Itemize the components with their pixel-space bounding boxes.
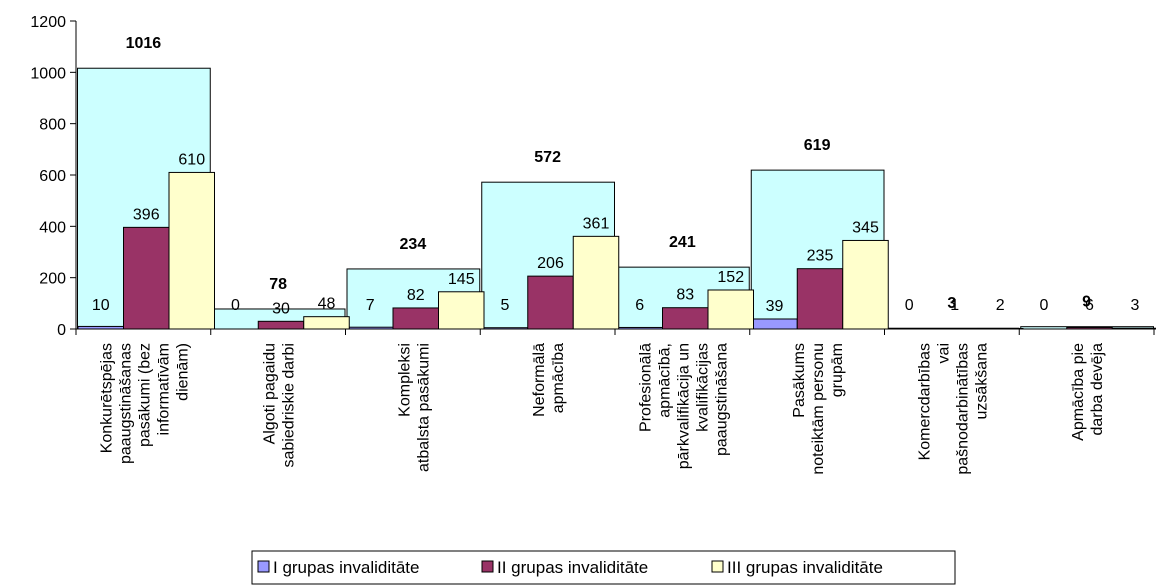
value-label: 235 (807, 248, 834, 265)
category-label: Komercdarbības vai pašnodarbinātības uzsākš… (916, 343, 990, 475)
category-label: Konkurētspējas paaugstināšanas pasākumi (b… (98, 343, 191, 464)
value-label: 6 (1085, 297, 1094, 314)
category-label: Pasākums noteiktām personu grupām (791, 343, 846, 475)
bar-2 (796, 268, 844, 330)
bar-3 (707, 289, 754, 330)
value-label: 0 (1040, 297, 1049, 314)
value-label: 152 (717, 269, 744, 286)
value-label: 345 (852, 219, 879, 236)
bar-1 (751, 318, 798, 330)
y-tick-label: 600 (39, 168, 66, 185)
legend-swatch (481, 560, 494, 573)
y-tick-label: 800 (39, 117, 66, 134)
value-label: 48 (318, 296, 336, 313)
legend-box (251, 550, 956, 585)
bar-2 (662, 307, 709, 330)
value-label: 610 (178, 151, 205, 168)
bar-3 (303, 316, 350, 330)
value-label: 0 (905, 297, 914, 314)
value-label: 1 (950, 297, 959, 314)
value-label: 145 (448, 271, 475, 288)
category-labels-layer: Konkurētspējas paaugstināšanas pasākumi (b… (98, 343, 1106, 475)
bar-3 (168, 171, 215, 330)
value-label: 83 (676, 287, 694, 304)
total-label: 9 (1082, 294, 1091, 311)
value-label: 10 (92, 297, 110, 314)
value-label: 30 (272, 300, 290, 317)
value-label: 0 (231, 297, 240, 314)
bar-3 (842, 239, 889, 330)
value-label: 361 (583, 215, 610, 232)
y-tick-label: 200 (39, 271, 66, 288)
series-bars-layer (77, 171, 1156, 330)
total-label: 234 (400, 236, 427, 253)
y-tick-label: 1000 (30, 65, 66, 82)
total-label: 1016 (126, 35, 162, 52)
y-tick-label: 400 (39, 219, 66, 236)
legend-label: III grupas invaliditāte (727, 558, 883, 577)
bar-2 (123, 226, 170, 330)
value-label: 2 (996, 297, 1005, 314)
category-label: Profesionālā apmācībā, pārkvalifikācija un… (637, 343, 730, 469)
legend-swatch (257, 560, 270, 573)
value-label: 7 (366, 297, 375, 314)
value-label: 206 (537, 255, 564, 272)
value-label: 39 (766, 298, 784, 315)
legend-swatch (711, 560, 724, 573)
value-label: 3 (1131, 297, 1140, 314)
total-label: 241 (669, 234, 696, 251)
bar-3 (438, 291, 485, 330)
bar-2 (392, 307, 439, 330)
category-label: Algoti pagaidu sabiedriskie darbi (262, 343, 298, 468)
y-tick-label: 1200 (30, 14, 66, 31)
total-label: 572 (534, 149, 561, 166)
y-tick-label: 0 (57, 322, 66, 339)
value-label: 396 (133, 206, 160, 223)
category-label: Apmācība pie darba devēja (1070, 343, 1106, 441)
value-label: 6 (635, 297, 644, 314)
bar-2 (527, 275, 574, 330)
legend-label: I grupas invaliditāte (273, 558, 419, 577)
total-label: 3 (947, 295, 956, 312)
total-label: 78 (269, 276, 287, 293)
category-label: Neformālā apmācība (531, 343, 567, 417)
legend-label: II grupas invaliditāte (497, 558, 648, 577)
total-label: 619 (804, 137, 831, 154)
legend: I grupas invaliditāte II grupas invalidit… (251, 550, 956, 585)
bar-3 (572, 235, 620, 330)
value-label: 5 (501, 297, 510, 314)
bar-2 (257, 320, 305, 330)
value-label: 82 (407, 287, 425, 304)
category-label: Kompleksi atbalsta pasākumi (396, 343, 432, 472)
